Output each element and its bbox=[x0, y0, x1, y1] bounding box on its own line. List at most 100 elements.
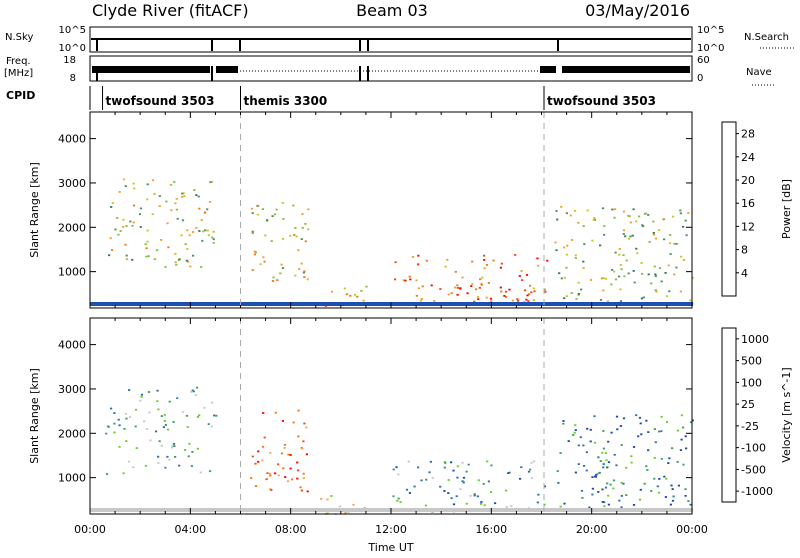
ground-cell bbox=[480, 302, 483, 306]
range-cell bbox=[124, 185, 127, 187]
cpid-segment-label: twofsound 3503 bbox=[547, 94, 656, 108]
range-cell bbox=[207, 423, 210, 425]
ground-cell bbox=[162, 302, 166, 306]
ground-cell bbox=[382, 508, 385, 512]
range-cell bbox=[459, 287, 462, 290]
range-cell bbox=[396, 499, 399, 502]
range-cell bbox=[326, 498, 329, 501]
range-cell bbox=[599, 460, 602, 462]
range-cell bbox=[620, 495, 623, 497]
range-cell bbox=[191, 451, 194, 453]
ground-cell bbox=[477, 508, 480, 512]
range-cell bbox=[606, 482, 609, 485]
ground-cell bbox=[350, 508, 354, 512]
range-cell bbox=[151, 179, 155, 182]
ground-cell bbox=[447, 508, 450, 512]
ground-cell bbox=[243, 302, 246, 306]
beam-label: Beam 03 bbox=[356, 1, 428, 20]
ground-cell bbox=[523, 508, 527, 512]
freq-label: Freq. bbox=[6, 56, 31, 67]
range-cell bbox=[622, 254, 625, 257]
ground-cell bbox=[501, 508, 504, 512]
ground-cell bbox=[345, 302, 349, 306]
y-tick-label: 1000 bbox=[58, 266, 86, 279]
range-cell bbox=[198, 230, 201, 232]
ground-cell bbox=[516, 302, 519, 306]
ground-cell bbox=[365, 508, 369, 512]
ground-cell bbox=[518, 508, 522, 512]
range-cell bbox=[665, 295, 669, 298]
range-cell bbox=[577, 281, 580, 284]
ground-cell bbox=[264, 508, 267, 512]
ground-cell bbox=[215, 508, 218, 512]
ground-cell bbox=[248, 302, 251, 306]
range-cell bbox=[274, 411, 277, 414]
colorbar-tick-label: 500 bbox=[741, 355, 762, 368]
ground-cell bbox=[92, 508, 95, 512]
range-cell bbox=[271, 280, 274, 282]
range-cell bbox=[343, 287, 346, 290]
range-cell bbox=[676, 429, 679, 432]
range-cell bbox=[272, 276, 275, 279]
ground-cell bbox=[111, 302, 114, 306]
ground-cell bbox=[497, 508, 500, 512]
range-cell bbox=[282, 467, 285, 470]
ground-cell bbox=[344, 302, 347, 306]
range-cell bbox=[456, 465, 459, 468]
range-cell bbox=[188, 234, 191, 237]
range-cell bbox=[639, 488, 642, 491]
range-cell bbox=[640, 262, 643, 264]
range-cell bbox=[173, 445, 176, 447]
range-cell bbox=[300, 262, 303, 265]
ground-cell bbox=[206, 508, 209, 512]
range-cell bbox=[256, 213, 259, 216]
ground-cell bbox=[554, 302, 557, 306]
ground-cell bbox=[442, 302, 445, 306]
range-cell bbox=[416, 263, 420, 266]
ground-cell bbox=[128, 508, 132, 512]
range-cell bbox=[601, 451, 604, 454]
ground-cell bbox=[505, 508, 508, 512]
ground-cell bbox=[352, 508, 355, 512]
range-cell bbox=[525, 298, 528, 301]
range-cell bbox=[684, 435, 687, 438]
range-cell bbox=[473, 494, 476, 497]
ground-cell bbox=[513, 508, 517, 512]
range-cell bbox=[577, 463, 580, 465]
range-cell bbox=[281, 237, 285, 240]
range-cell bbox=[181, 219, 185, 222]
ground-cell bbox=[655, 302, 658, 306]
range-cell bbox=[259, 263, 262, 266]
range-cell bbox=[480, 283, 483, 286]
ground-cell bbox=[284, 508, 287, 512]
ground-cell bbox=[467, 508, 470, 512]
range-cell bbox=[505, 506, 508, 508]
ground-cell bbox=[488, 508, 492, 512]
ground-cell bbox=[358, 302, 361, 306]
range-cell bbox=[113, 422, 116, 425]
range-cell bbox=[507, 472, 510, 474]
ground-cell bbox=[472, 508, 475, 512]
range-cell bbox=[124, 412, 127, 415]
ground-cell bbox=[497, 302, 500, 306]
range-cell bbox=[483, 267, 486, 270]
range-cell bbox=[516, 298, 519, 301]
ground-cell bbox=[157, 302, 161, 306]
ground-cell bbox=[279, 302, 282, 306]
range-cell bbox=[684, 494, 687, 497]
ground-cell bbox=[127, 302, 130, 306]
ground-cell bbox=[182, 508, 186, 512]
range-cell bbox=[682, 225, 685, 228]
range-cell bbox=[289, 234, 292, 237]
range-cell bbox=[195, 386, 199, 389]
ground-cell bbox=[317, 508, 320, 512]
range-cell bbox=[250, 477, 253, 479]
range-cell bbox=[689, 421, 693, 424]
range-cell bbox=[171, 444, 174, 447]
ground-cell bbox=[204, 302, 207, 306]
ground-cell bbox=[658, 302, 661, 306]
range-cell bbox=[164, 424, 167, 426]
ground-cell bbox=[623, 302, 626, 306]
ground-cell bbox=[660, 508, 663, 512]
